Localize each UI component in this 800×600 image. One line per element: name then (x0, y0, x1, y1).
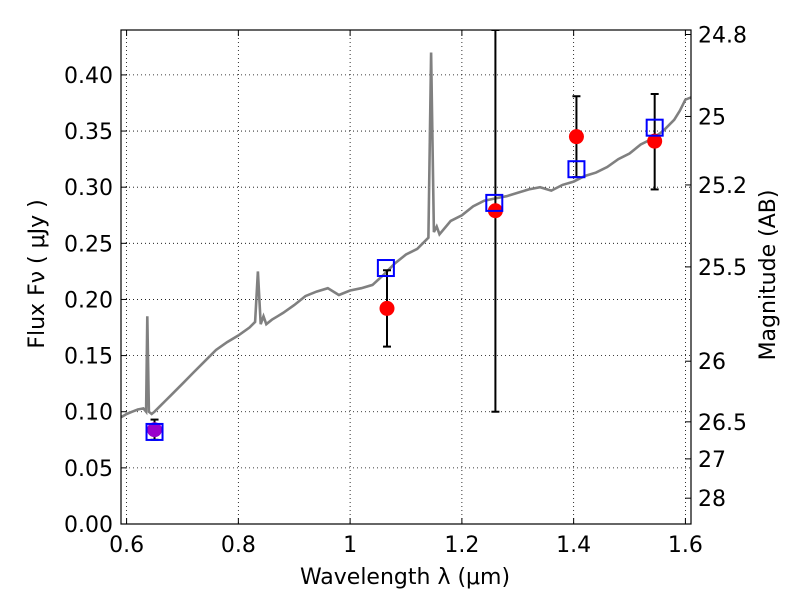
tick-marks (121, 30, 691, 525)
x-tick-label: 1 (343, 533, 357, 558)
right-tick-label: 25.5 (698, 256, 747, 281)
plot-frame (120, 29, 692, 525)
y-axis-label: Flux Fν ( μJy ) (25, 199, 50, 348)
spectrum-line (121, 52, 691, 419)
y-tick-label: 0.10 (64, 401, 113, 426)
model-point (145, 422, 164, 441)
data-point (379, 300, 395, 316)
right-axis-label: Magnitude (AB) (756, 190, 781, 361)
model-point (567, 160, 586, 179)
right-tick-label: 26 (698, 350, 726, 375)
right-tick-label: 25.2 (698, 174, 747, 199)
right-tick-label: 26.5 (698, 411, 747, 436)
data-point (647, 133, 663, 149)
y-tick-label: 0.20 (64, 288, 113, 313)
grid-lines (121, 30, 691, 525)
model-point (645, 118, 664, 137)
model-point (376, 259, 395, 278)
x-tick-label: 1.6 (668, 533, 703, 558)
right-tick-label: 25 (698, 105, 726, 130)
y-tick-label: 0.35 (64, 120, 113, 145)
x-tick-label: 0.8 (221, 533, 256, 558)
right-tick-label: 27 (698, 448, 726, 473)
right-tick-label: 24.8 (698, 23, 747, 48)
x-tick-label: 1.4 (556, 533, 591, 558)
data-point (568, 129, 584, 145)
data-point (147, 422, 163, 438)
y-tick-label: 0.05 (64, 457, 113, 482)
x-tick-label: 1.2 (444, 533, 479, 558)
model-point (485, 193, 504, 212)
y-tick-label: 0.00 (64, 513, 113, 538)
y-tick-label: 0.25 (64, 232, 113, 257)
x-tick-label: 0.6 (109, 533, 144, 558)
right-tick-label: 28 (698, 487, 726, 512)
x-axis-label: Wavelength λ (μm) (300, 565, 510, 590)
y-tick-label: 0.30 (64, 176, 113, 201)
y-tick-label: 0.40 (64, 64, 113, 89)
data-series (121, 30, 691, 441)
y-tick-label: 0.15 (64, 345, 113, 370)
